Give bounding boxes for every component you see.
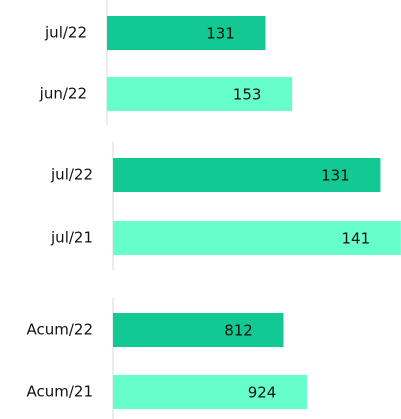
bar (107, 77, 293, 111)
bar (107, 16, 266, 50)
bar (113, 221, 401, 255)
bar (113, 313, 284, 347)
value-label: 812 (224, 322, 253, 340)
category-label: jul/21 (50, 229, 93, 247)
value-label: 153 (233, 86, 262, 104)
value-label: 131 (321, 167, 350, 185)
bar (113, 375, 308, 409)
value-label: 131 (206, 25, 235, 43)
category-label: Acum/21 (26, 383, 93, 401)
bar (113, 158, 381, 192)
category-label: Acum/22 (26, 321, 93, 339)
value-label: 141 (342, 230, 371, 248)
value-label: 924 (248, 384, 277, 402)
category-label: jul/22 (50, 166, 93, 184)
category-label: jun/22 (39, 85, 87, 103)
category-label: jul/22 (44, 24, 87, 42)
